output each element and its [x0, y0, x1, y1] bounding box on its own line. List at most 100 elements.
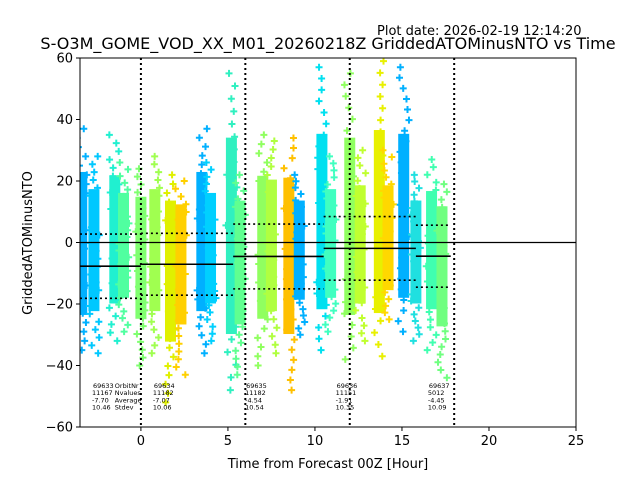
- scatter-point: [423, 277, 431, 285]
- stat-value: 69634: [154, 382, 175, 390]
- scatter-point: [352, 192, 360, 200]
- scatter-point: [223, 171, 231, 179]
- scatter-point: [410, 171, 418, 179]
- scatter-point: [202, 180, 210, 188]
- scatter-point: [272, 349, 280, 357]
- stat-value: -7.07: [153, 396, 170, 404]
- scatter-point: [197, 313, 205, 321]
- scatter-point: [273, 324, 281, 332]
- scatter-strip: [115, 159, 133, 336]
- scatter-point: [208, 330, 216, 338]
- scatter-point: [440, 304, 448, 312]
- scatter-point: [379, 234, 387, 242]
- scatter-point: [410, 224, 418, 232]
- scatter-point: [230, 145, 238, 153]
- scatter-point: [289, 315, 297, 323]
- scatter-strip: [263, 137, 281, 357]
- stat-value: 10.54: [245, 404, 264, 412]
- scatter-point: [254, 334, 262, 342]
- scatter-point: [270, 256, 278, 264]
- scatter-point: [225, 69, 233, 77]
- scatter-point: [154, 208, 162, 216]
- scatter-point: [171, 185, 179, 193]
- scatter-point: [280, 205, 288, 213]
- scatter-point: [80, 199, 84, 207]
- scatter-point: [118, 199, 126, 207]
- scatter-point: [399, 84, 407, 92]
- scatter-point: [409, 337, 417, 345]
- scatter-point: [125, 253, 133, 261]
- scatter-point: [200, 349, 208, 357]
- scatter-point: [424, 239, 432, 247]
- scatter-point: [347, 207, 355, 215]
- scatter-point: [164, 307, 172, 315]
- scatter-point: [297, 203, 305, 211]
- scatter-point: [80, 346, 86, 354]
- scatter-point: [176, 247, 184, 255]
- y-axis: −60 −40 −20 0 20 40 60: [46, 52, 80, 436]
- scatter-point: [164, 362, 172, 370]
- scatter-strip: [433, 180, 451, 382]
- scatter-point: [235, 291, 243, 299]
- scatter-point: [283, 295, 291, 303]
- scatter-point: [81, 337, 89, 345]
- scatter-point: [197, 170, 205, 178]
- scatter-point: [80, 256, 83, 259]
- scatter-points: [80, 58, 451, 406]
- scatter-point: [162, 398, 170, 406]
- scatter-point: [360, 245, 368, 253]
- scatter-point: [134, 283, 142, 291]
- scatter-point: [439, 296, 447, 304]
- scatter-point: [381, 309, 389, 317]
- scatter-point: [295, 248, 303, 256]
- scatter-point: [328, 244, 336, 252]
- scatter-point: [358, 207, 366, 215]
- scatter-point: [165, 371, 173, 379]
- scatter-point: [396, 201, 404, 209]
- scatter-point: [379, 104, 387, 112]
- scatter-point: [120, 307, 128, 315]
- scatter-point: [397, 169, 405, 177]
- scatter-point: [267, 196, 275, 204]
- scatter-point: [384, 248, 392, 256]
- scatter-point: [94, 349, 102, 357]
- scatter-point: [292, 235, 300, 243]
- x-axis-label: Time from Forecast 00Z [Hour]: [227, 457, 429, 472]
- scatter-point: [358, 329, 366, 337]
- scatter-point: [95, 286, 103, 294]
- scatter-point: [233, 235, 241, 243]
- scatter-point: [313, 278, 321, 286]
- scatter-point: [151, 152, 159, 160]
- scatter-point: [123, 233, 131, 241]
- stat-value: -7.70: [92, 396, 109, 404]
- scatter-core: [325, 189, 337, 298]
- scatter-point: [428, 216, 436, 224]
- scatter-point: [168, 316, 176, 324]
- scatter-point: [402, 137, 410, 145]
- scatter-point: [342, 298, 350, 306]
- scatter-point: [438, 343, 446, 351]
- scatter-point: [441, 327, 449, 335]
- scatter-point: [282, 275, 290, 283]
- scatter-core: [225, 137, 237, 335]
- scatter-point: [95, 333, 103, 341]
- scatter-point: [169, 271, 177, 279]
- scatter-point: [290, 144, 298, 152]
- scatter-point: [396, 148, 404, 156]
- y-tick-label: −20: [46, 298, 73, 313]
- scatter-point: [322, 301, 330, 309]
- scatter-point: [377, 317, 385, 325]
- scatter-point: [289, 134, 297, 142]
- scatter-point: [205, 266, 213, 274]
- scatter-point: [291, 171, 299, 179]
- stat-value: 10.06: [153, 404, 172, 412]
- scatter-point: [205, 273, 213, 281]
- scatter-strip: [105, 131, 124, 345]
- scatter-point: [211, 216, 219, 224]
- scatter-strip: [291, 171, 309, 339]
- scatter-point: [322, 187, 330, 195]
- scatter-point: [202, 340, 210, 348]
- scatter-strip: [379, 146, 397, 323]
- scatter-point: [230, 158, 238, 166]
- scatter-point: [438, 273, 446, 281]
